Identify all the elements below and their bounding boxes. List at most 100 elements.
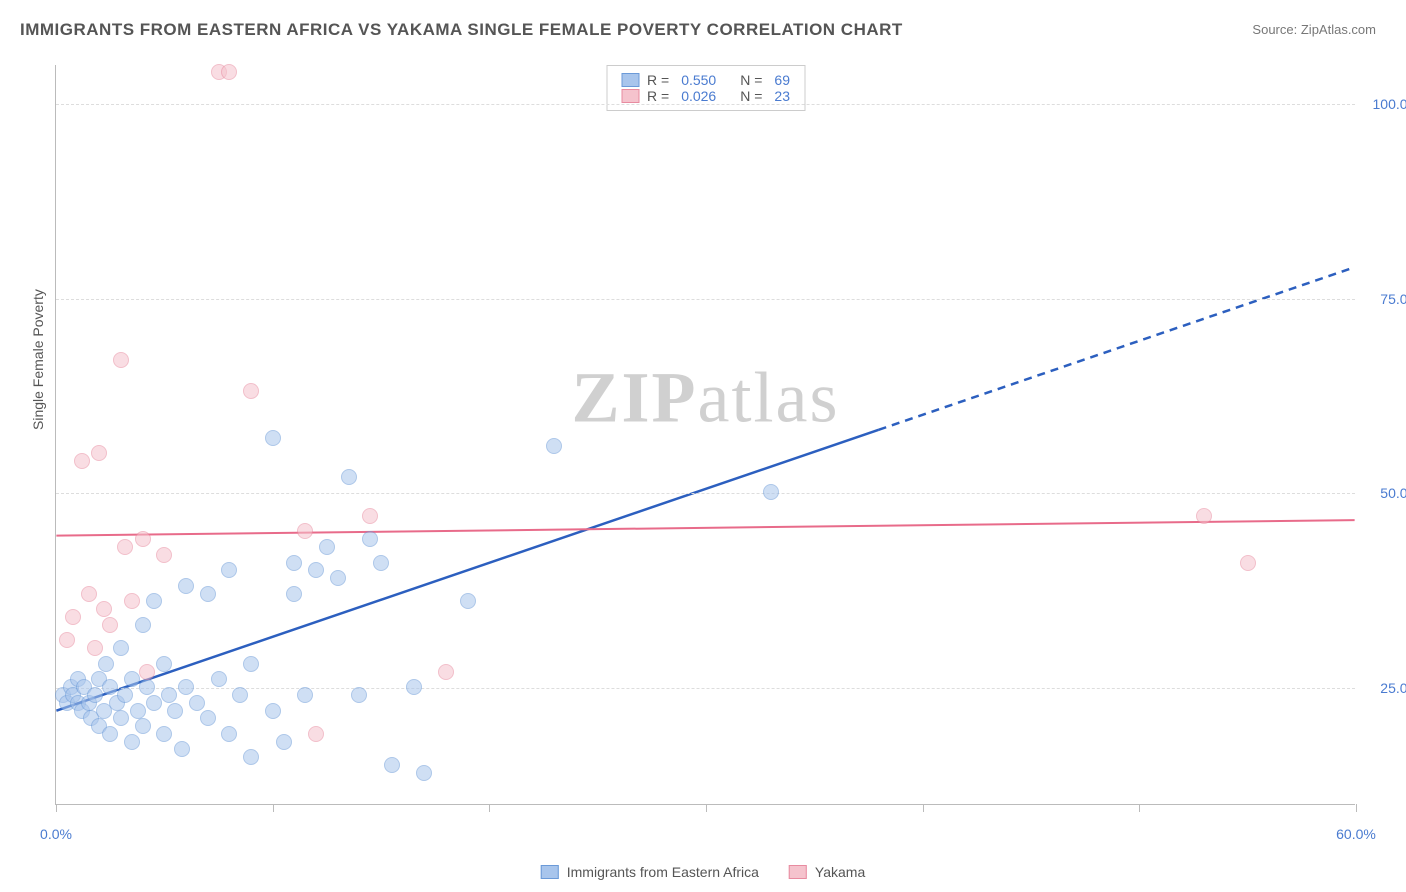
data-point — [221, 562, 237, 578]
data-point — [87, 687, 103, 703]
data-point — [102, 617, 118, 633]
x-tick — [56, 804, 57, 812]
data-point — [117, 687, 133, 703]
r-label: R = — [647, 72, 669, 88]
legend-item: Yakama — [789, 864, 865, 880]
legend-swatch — [621, 89, 639, 103]
data-point — [113, 710, 129, 726]
data-point — [139, 679, 155, 695]
data-point — [124, 734, 140, 750]
data-point — [156, 547, 172, 563]
data-point — [351, 687, 367, 703]
data-point — [243, 749, 259, 765]
data-point — [232, 687, 248, 703]
data-point — [135, 617, 151, 633]
data-point — [156, 726, 172, 742]
legend-item: Immigrants from Eastern Africa — [541, 864, 759, 880]
data-point — [124, 593, 140, 609]
data-point — [156, 656, 172, 672]
data-point — [763, 484, 779, 500]
data-point — [221, 64, 237, 80]
data-point — [87, 640, 103, 656]
y-tick-label: 25.0% — [1380, 680, 1406, 696]
data-point — [98, 656, 114, 672]
legend-label: Yakama — [815, 864, 865, 880]
data-point — [438, 664, 454, 680]
r-value: 0.026 — [681, 88, 716, 104]
data-point — [113, 352, 129, 368]
data-point — [135, 718, 151, 734]
data-point — [406, 679, 422, 695]
data-point — [384, 757, 400, 773]
gridline — [56, 688, 1355, 689]
x-tick — [1356, 804, 1357, 812]
gridline — [56, 104, 1355, 105]
data-point — [117, 539, 133, 555]
gridline — [56, 299, 1355, 300]
data-point — [221, 726, 237, 742]
data-point — [362, 531, 378, 547]
data-point — [1196, 508, 1212, 524]
data-point — [286, 586, 302, 602]
data-point — [243, 383, 259, 399]
trendline-solid — [56, 430, 878, 711]
data-point — [211, 671, 227, 687]
data-point — [308, 562, 324, 578]
data-point — [546, 438, 562, 454]
watermark-light: atlas — [698, 357, 840, 437]
x-tick-label: 0.0% — [40, 826, 72, 842]
stats-legend-row: R = 0.550 N = 69 — [621, 72, 790, 88]
watermark-bold: ZIP — [572, 357, 698, 437]
data-point — [341, 469, 357, 485]
data-point — [319, 539, 335, 555]
data-point — [102, 679, 118, 695]
x-tick — [706, 804, 707, 812]
chart-title: IMMIGRANTS FROM EASTERN AFRICA VS YAKAMA… — [20, 20, 903, 40]
data-point — [91, 445, 107, 461]
legend-swatch — [789, 865, 807, 879]
data-point — [416, 765, 432, 781]
source-attribution: Source: ZipAtlas.com — [1252, 22, 1376, 37]
gridline — [56, 493, 1355, 494]
n-label: N = — [740, 72, 762, 88]
data-point — [135, 531, 151, 547]
data-point — [373, 555, 389, 571]
data-point — [178, 679, 194, 695]
data-point — [460, 593, 476, 609]
x-tick — [273, 804, 274, 812]
data-point — [276, 734, 292, 750]
x-tick — [923, 804, 924, 812]
data-point — [146, 593, 162, 609]
watermark: ZIPatlas — [572, 356, 840, 439]
r-label: R = — [647, 88, 669, 104]
data-point — [200, 710, 216, 726]
data-point — [297, 687, 313, 703]
data-point — [124, 671, 140, 687]
trendline-dashed — [879, 267, 1355, 430]
data-point — [130, 703, 146, 719]
data-point — [297, 523, 313, 539]
data-point — [102, 726, 118, 742]
data-point — [265, 703, 281, 719]
data-point — [178, 578, 194, 594]
data-point — [308, 726, 324, 742]
n-value: 23 — [774, 88, 790, 104]
data-point — [113, 640, 129, 656]
x-tick-label: 60.0% — [1336, 826, 1376, 842]
trendline — [56, 520, 1354, 536]
chart-plot-area: ZIPatlas R =0.550N =69R =0.026N =23 25.0… — [55, 65, 1355, 805]
legend-swatch — [621, 73, 639, 87]
data-point — [200, 586, 216, 602]
n-label: N = — [740, 88, 762, 104]
y-tick-label: 100.0% — [1373, 96, 1406, 112]
source-value: ZipAtlas.com — [1301, 22, 1376, 37]
stats-legend-row: R = 0.026 N = 23 — [621, 88, 790, 104]
data-point — [243, 656, 259, 672]
data-point — [59, 632, 75, 648]
data-point — [265, 430, 281, 446]
data-point — [65, 609, 81, 625]
series-legend: Immigrants from Eastern Africa Yakama — [541, 864, 866, 880]
data-point — [146, 695, 162, 711]
r-value: 0.550 — [681, 72, 716, 88]
n-value: 69 — [774, 72, 790, 88]
